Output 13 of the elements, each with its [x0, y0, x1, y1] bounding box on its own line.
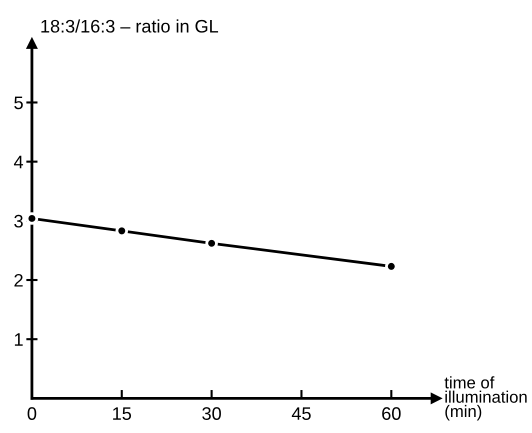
point	[26, 212, 38, 225]
x-tick-label: 45	[292, 407, 311, 420]
x-tick-label: 15	[113, 407, 132, 420]
x-tick-label: 60	[382, 407, 401, 420]
x-axis-title: time of illumination (min)	[444, 376, 527, 420]
x-tick-label: 0	[28, 407, 36, 420]
y-axis-title: 18:3/16:3 – ratio in GL	[41, 19, 218, 33]
y-tick-label: 1	[14, 333, 23, 346]
y-tick-label: 3	[14, 214, 23, 228]
y-tick-label: 5	[14, 96, 23, 110]
y-tick-label: 2	[14, 274, 23, 287]
x-tick-label: 30	[202, 407, 221, 420]
y-tick-label: 4	[14, 156, 24, 168]
